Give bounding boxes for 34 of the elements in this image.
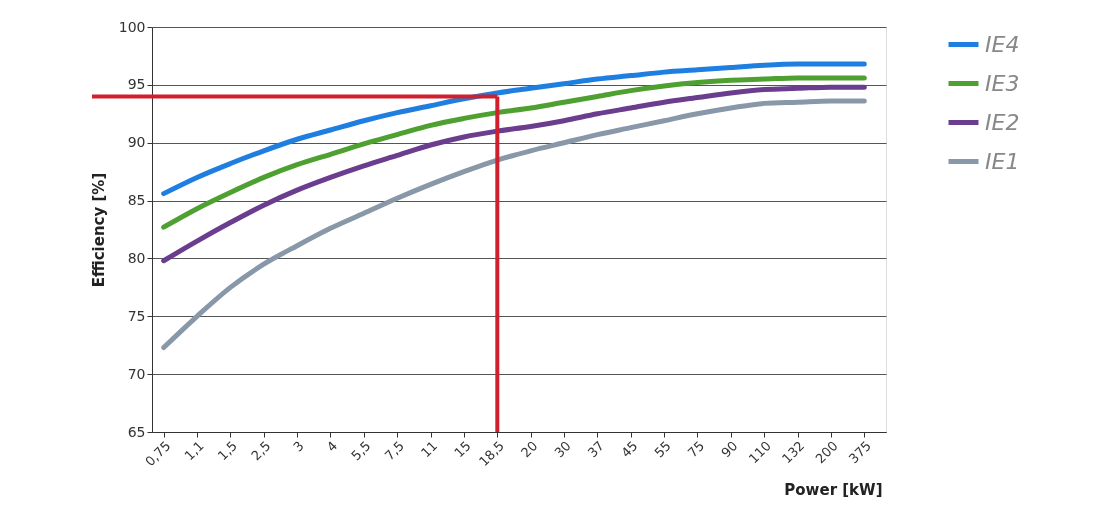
- x-tick-label: 45: [618, 438, 641, 461]
- y-tick-label: 90: [127, 134, 146, 151]
- x-tick-label: 20: [518, 438, 541, 461]
- x-tick-label: 110: [745, 438, 774, 467]
- x-tick-label: 132: [779, 438, 808, 467]
- y-tick-label: 100: [118, 18, 146, 35]
- x-tick-label: 5,5: [348, 438, 374, 464]
- x-tick-label: 11: [417, 438, 441, 461]
- x-tick-label: 4: [323, 438, 341, 455]
- x-tick-label: 1,5: [214, 438, 241, 464]
- y-axis-title: Efficiency [%]: [89, 172, 108, 288]
- x-axis-title: Power [kW]: [784, 481, 883, 500]
- x-tick-label: 375: [845, 438, 875, 467]
- y-tick-label: 95: [127, 76, 146, 93]
- legend-label: IE3: [985, 70, 1020, 96]
- y-tick-label: 75: [127, 307, 146, 324]
- x-tick-label: 75: [684, 438, 708, 461]
- x-tick-label: 1,1: [181, 438, 207, 464]
- x-tick-label: 7,5: [381, 438, 407, 464]
- x-tick-label: 90: [718, 438, 741, 461]
- x-tick-label: 55: [651, 438, 674, 461]
- x-tick-label: 2,5: [248, 438, 274, 464]
- y-tick-label: 85: [127, 192, 146, 209]
- x-tick-label: 30: [551, 438, 574, 461]
- legend-label: IE4: [985, 31, 1020, 57]
- x-tick-label: 3: [290, 438, 307, 455]
- y-tick-label: 70: [127, 365, 146, 382]
- x-tick-label: 200: [812, 438, 841, 467]
- y-tick-label: 80: [127, 249, 146, 266]
- y-tick-label: 65: [127, 423, 146, 440]
- legend-label: IE1: [985, 148, 1020, 174]
- x-tick-label: 15: [451, 438, 474, 461]
- legend-label: IE2: [985, 109, 1020, 135]
- x-tick-label: 37: [584, 438, 608, 461]
